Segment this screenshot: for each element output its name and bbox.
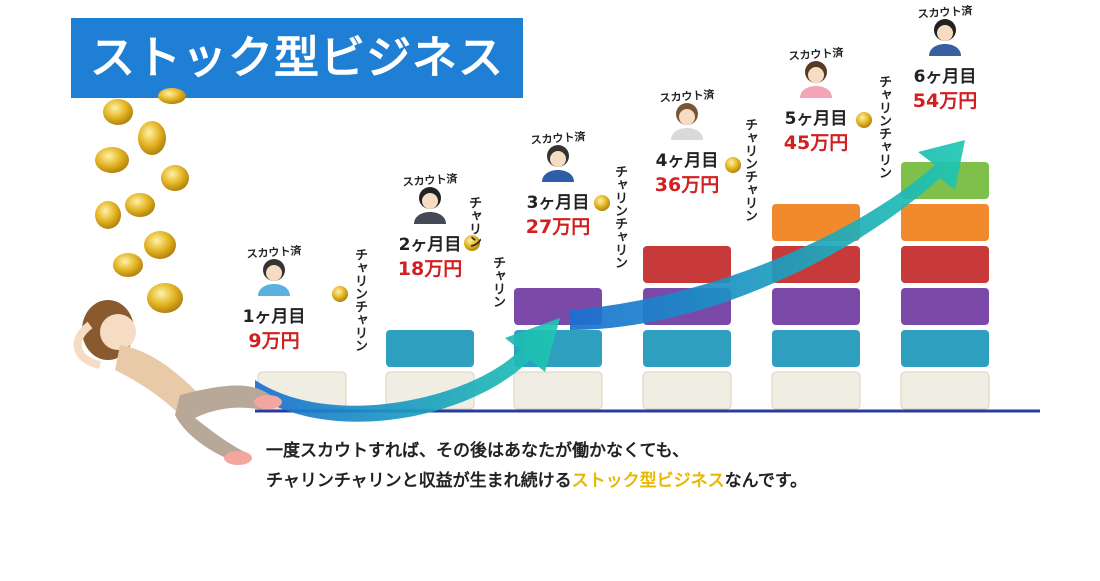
stack-block — [772, 330, 860, 367]
stack-block — [771, 371, 861, 410]
stack-block — [386, 330, 474, 367]
avatar-face — [808, 67, 824, 83]
income-label: 18万円 — [397, 258, 463, 280]
coin — [725, 157, 741, 173]
reclining-woman — [73, 300, 282, 465]
income-label: 9万円 — [248, 330, 300, 352]
chime-label: チャリン — [466, 196, 481, 248]
coin — [147, 283, 183, 313]
avatar-body — [800, 86, 832, 98]
coin — [856, 112, 872, 128]
page-title: ストック型ビジネス — [89, 31, 504, 84]
month-label: 3ヶ月目 — [526, 193, 590, 213]
stack-block — [901, 330, 989, 367]
stack-block — [772, 288, 860, 325]
avatar-face — [266, 265, 282, 281]
chime-label: チャリンチャリン — [742, 118, 757, 222]
growth-arrow-2 — [570, 140, 965, 330]
coin — [113, 253, 143, 277]
coin — [95, 201, 121, 229]
caption-line-2-pre: チャリンチャリンと収益が生まれ続ける — [266, 471, 572, 491]
coin — [138, 121, 166, 155]
coin — [158, 88, 186, 104]
coin — [144, 231, 176, 259]
coin-stream — [95, 88, 189, 313]
stack-block — [901, 246, 989, 283]
coin — [125, 193, 155, 217]
month-label: 6ヶ月目 — [913, 67, 977, 87]
coin — [332, 286, 348, 302]
woman-face — [100, 314, 136, 350]
stack-block — [901, 288, 989, 325]
woman-body — [115, 345, 200, 415]
avatar-body — [542, 170, 574, 182]
chime-label: チャリンチャリン — [876, 75, 891, 179]
chime-label: チャリン — [490, 256, 505, 308]
avatar-body — [258, 284, 290, 296]
month-label: 2ヶ月目 — [398, 235, 462, 255]
avatar-body — [929, 44, 961, 56]
avatar-face — [937, 25, 953, 41]
avatar-body — [671, 128, 703, 140]
coin — [161, 165, 189, 191]
stack-block — [642, 371, 732, 410]
month-label: 1ヶ月目 — [242, 307, 306, 327]
income-label: 36万円 — [654, 174, 720, 196]
woman-slipper — [224, 451, 252, 465]
income-label: 27万円 — [525, 216, 591, 238]
caption-highlight: ストック型ビジネス — [571, 471, 725, 491]
avatar-face — [550, 151, 566, 167]
woman-slipper — [254, 395, 282, 409]
income-label: 45万円 — [783, 132, 849, 154]
caption-line-2-post: なんです。 — [724, 471, 808, 491]
title-banner: ストック型ビジネス — [71, 18, 523, 98]
caption-line-1: 一度スカウトすれば、その後はあなたが働かなくても、 — [266, 441, 690, 461]
scouted-avatars — [258, 19, 961, 296]
month-label: 5ヶ月目 — [784, 109, 848, 129]
coin — [95, 147, 129, 173]
stack-block — [643, 330, 731, 367]
avatar-body — [414, 212, 446, 224]
avatar-face — [422, 193, 438, 209]
chime-label: チャリンチャリン — [352, 248, 367, 352]
growth-arrow-1 — [255, 318, 560, 422]
woman-legs — [175, 385, 270, 462]
chime-coins — [332, 112, 872, 302]
woman-arm — [73, 321, 102, 369]
stack-block — [643, 246, 731, 283]
month-label: 4ヶ月目 — [655, 151, 719, 171]
stack-block — [901, 204, 989, 241]
coin — [464, 235, 480, 251]
chime-label: チャリンチャリン — [612, 165, 627, 269]
coin — [103, 99, 133, 125]
income-label: 54万円 — [912, 90, 978, 112]
coin — [594, 195, 610, 211]
stack-block — [513, 371, 603, 410]
caption-line-2: チャリンチャリンと収益が生まれ続けるストック型ビジネスなんです。 — [266, 466, 807, 491]
avatar-face — [679, 109, 695, 125]
stack-block — [900, 371, 990, 410]
